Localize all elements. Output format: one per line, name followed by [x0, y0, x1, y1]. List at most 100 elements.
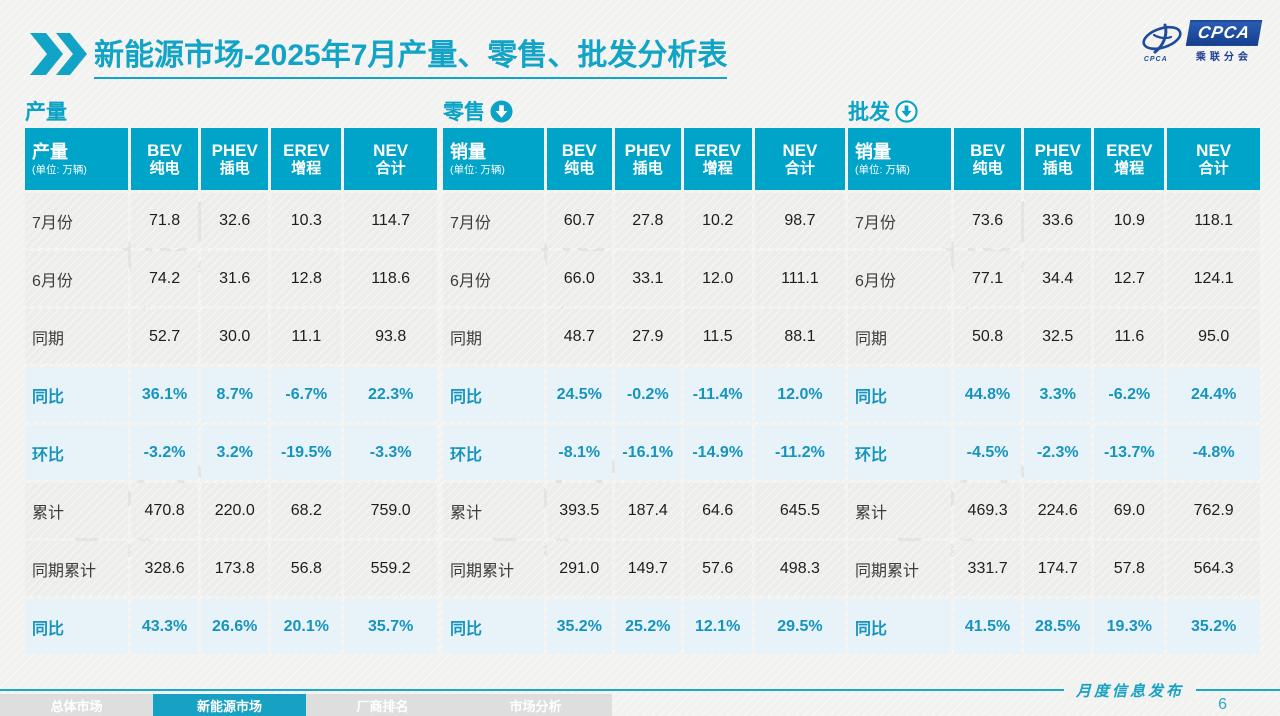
retail-table: 销量 (单位: 万辆) BEV 纯电 PHEV 插电 EREV 增程 NEV 合计 7月份 60.7 2… — [443, 128, 845, 654]
production-table: 产量 (单位: 万辆) BEV 纯电 PHEV 插电 EREV 增程 NEV 合计 7月份 71.8 3… — [25, 128, 437, 654]
table-cell: 8.7% — [201, 367, 269, 422]
row-label: 同比 — [443, 367, 544, 422]
table-cell: 26.6% — [201, 599, 269, 654]
table-cell: 69.0 — [1094, 483, 1165, 538]
column-header-cn: 纯电 — [972, 160, 1003, 178]
row-label: 7月份 — [25, 193, 128, 248]
column-header-en: NEV — [782, 140, 818, 160]
table-cell: 88.1 — [754, 309, 845, 364]
column-header-cn: 增程 — [291, 160, 322, 178]
wholesale-table: 销量 (单位: 万辆) BEV 纯电 PHEV 插电 EREV 增程 NEV 合计 7月份 73.6 3… — [848, 128, 1260, 654]
row-label: 同比 — [25, 599, 128, 654]
row-label: 同期累计 — [443, 541, 544, 596]
column-header: BEV 纯电 — [954, 128, 1022, 190]
table-header-unit: (单位: 万辆) — [32, 164, 87, 177]
table-cell: 95.0 — [1167, 309, 1260, 364]
double-chevron-icon — [30, 33, 88, 80]
table-cell: 645.5 — [754, 483, 845, 538]
column-header-cn: 增程 — [702, 160, 733, 178]
row-label: 6月份 — [443, 251, 544, 306]
table-cell: 71.8 — [131, 193, 199, 248]
nav-tab-oem-ranking[interactable]: 厂商排名 — [306, 694, 459, 716]
table-cell: 331.7 — [954, 541, 1022, 596]
table-cell: -14.9% — [683, 425, 752, 480]
column-header: EREV 增程 — [1094, 128, 1165, 190]
column-header-en: BEV — [970, 140, 1006, 160]
production-section-head: 产量 — [25, 96, 437, 126]
row-label: 同比 — [848, 599, 951, 654]
table-cell: 60.7 — [546, 193, 613, 248]
column-header-en: EREV — [283, 140, 330, 160]
table-cell: -16.1% — [615, 425, 681, 480]
column-header: NEV 合计 — [1167, 128, 1260, 190]
table-cell: 20.1% — [271, 599, 342, 654]
table-cell: 498.3 — [754, 541, 845, 596]
table-cell: 124.1 — [1167, 251, 1260, 306]
table-cell: 27.8 — [615, 193, 681, 248]
page-title-bold: 新能源市场 — [94, 39, 244, 72]
nav-tab-market-analysis[interactable]: 市场分析 — [459, 694, 612, 716]
table-cell: 173.8 — [201, 541, 269, 596]
column-header-cn: 合计 — [375, 160, 406, 178]
footer-note: 月度信息发布 — [1063, 680, 1196, 701]
table-cell: -6.7% — [271, 367, 342, 422]
cpca-logo: CPCA CPCA 乘联分会 — [1140, 20, 1263, 63]
column-header: PHEV 插电 — [1024, 128, 1092, 190]
table-cell: 41.5% — [954, 599, 1022, 654]
table-cell: -13.7% — [1094, 425, 1165, 480]
table-cell: 35.2% — [546, 599, 613, 654]
table-cell: 56.8 — [271, 541, 342, 596]
table-cell: 564.3 — [1167, 541, 1260, 596]
table-cell: 11.6 — [1094, 309, 1165, 364]
nav-tab-nev-market[interactable]: 新能源市场 — [153, 694, 306, 716]
down-arrow-outline-icon — [895, 99, 918, 123]
column-header-en: EREV — [694, 140, 741, 160]
table-cell: 118.6 — [344, 251, 437, 306]
page-title-rest: -2025年7月产量、零售、批发分析表 — [244, 39, 728, 72]
table-cell: 24.5% — [546, 367, 613, 422]
table-cell: 73.6 — [954, 193, 1022, 248]
table-cell: -2.3% — [1024, 425, 1092, 480]
retail-section-head: 零售 — [443, 96, 845, 126]
table-cell: 19.3% — [1094, 599, 1165, 654]
table-cell: 118.1 — [1167, 193, 1260, 248]
table-cell: 52.7 — [131, 309, 199, 364]
table-cell: 220.0 — [201, 483, 269, 538]
retail-table-section: 零售 销量 (单位: 万辆) BEV 纯电 PHEV 插电 EREV 增程 NEV 合计 7月份 60… — [443, 96, 845, 654]
table-cell: 28.5% — [1024, 599, 1092, 654]
nav-tab-overall-market[interactable]: 总体市场 — [0, 694, 153, 716]
wholesale-section-head: 批发 — [848, 96, 1260, 126]
table-cell: 10.3 — [271, 193, 342, 248]
table-cell: 77.1 — [954, 251, 1022, 306]
table-cell: 469.3 — [954, 483, 1022, 538]
table-cell: 32.5 — [1024, 309, 1092, 364]
table-cell: -0.2% — [615, 367, 681, 422]
table-cell: 759.0 — [344, 483, 437, 538]
row-label: 累计 — [443, 483, 544, 538]
table-cell: 50.8 — [954, 309, 1022, 364]
column-header-cn: 纯电 — [564, 160, 595, 178]
table-cell: 48.7 — [546, 309, 613, 364]
page-title: 新能源市场-2025年7月产量、零售、批发分析表 — [94, 30, 728, 79]
cpca-logo-right: CPCA 乘联分会 — [1185, 20, 1263, 63]
table-cell: 30.0 — [201, 309, 269, 364]
row-label: 6月份 — [848, 251, 951, 306]
footer-divider — [0, 689, 1280, 691]
column-header-en: EREV — [1106, 140, 1153, 160]
table-cell: -19.5% — [271, 425, 342, 480]
row-label: 累计 — [25, 483, 128, 538]
wholesale-section-title: 批发 — [848, 101, 890, 124]
column-header-en: BEV — [561, 140, 597, 160]
table-header-first: 销量 (单位: 万辆) — [848, 128, 951, 190]
row-label: 环比 — [25, 425, 128, 480]
column-header-en: PHEV — [211, 140, 258, 160]
table-cell: 57.6 — [683, 541, 752, 596]
table-cell: 29.5% — [754, 599, 845, 654]
table-cell: -11.4% — [683, 367, 752, 422]
column-header: PHEV 插电 — [201, 128, 269, 190]
table-header-title: 产量 — [32, 141, 68, 162]
table-header-first: 销量 (单位: 万辆) — [443, 128, 544, 190]
table-cell: 22.3% — [344, 367, 437, 422]
production-table-section: 产量 产量 (单位: 万辆) BEV 纯电 PHEV 插电 EREV 增程 NEV 合计 7月份 71… — [25, 96, 437, 654]
table-cell: 393.5 — [546, 483, 613, 538]
